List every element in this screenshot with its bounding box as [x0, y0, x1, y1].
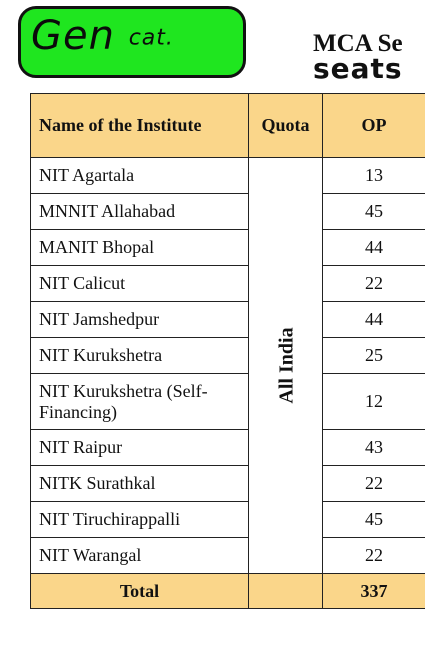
- op-seats: 45: [322, 501, 425, 538]
- institute-name: NIT Agartala: [30, 157, 249, 194]
- handwritten-seats-note: seats: [313, 52, 403, 85]
- table-row: MNNIT Allahabad 45: [30, 193, 425, 230]
- institute-name: MNNIT Allahabad: [30, 193, 249, 230]
- table-row: NIT Jamshedpur 44: [30, 301, 425, 338]
- total-op: 337: [322, 573, 425, 609]
- table-row: NIT Agartala All India 13: [30, 157, 425, 574]
- op-seats: 45: [322, 193, 425, 230]
- table-row: MANIT Bhopal 44: [30, 229, 425, 266]
- table-row: NIT Kurukshetra (Self-Financing) 12: [30, 373, 425, 430]
- institute-name: MANIT Bhopal: [30, 229, 249, 266]
- institute-name: NIT Tiruchirappalli: [30, 501, 249, 538]
- op-seats: 22: [322, 265, 425, 302]
- quota-label: All India: [275, 327, 298, 404]
- op-seats: 13: [322, 157, 425, 194]
- institute-name: NIT Jamshedpur: [30, 301, 249, 338]
- table-row: NIT Kurukshetra 25: [30, 337, 425, 374]
- op-seats: 44: [322, 301, 425, 338]
- table-header-row: Name of the Institute Quota OP: [30, 93, 425, 158]
- institute-name: NIT Kurukshetra: [30, 337, 249, 374]
- column-header-op: OP: [322, 93, 425, 158]
- institute-name: NITK Surathkal: [30, 465, 249, 502]
- op-seats: 22: [322, 465, 425, 502]
- annotation-text: Gen: [31, 13, 115, 59]
- op-seats: 12: [322, 373, 425, 430]
- total-quota-empty: [248, 573, 323, 609]
- op-seats: 25: [322, 337, 425, 374]
- op-seats: 22: [322, 537, 425, 574]
- institute-name: NIT Raipur: [30, 429, 249, 466]
- column-header-institute: Name of the Institute: [30, 93, 249, 158]
- table-row: NIT Warangal 22: [30, 537, 425, 574]
- handwritten-annotation-box: Gen cat.: [18, 6, 246, 78]
- op-seats: 44: [322, 229, 425, 266]
- document-title: MCA Se: [313, 30, 403, 57]
- table-row: NIT Raipur 43: [30, 429, 425, 466]
- institute-name: NIT Kurukshetra (Self-Financing): [30, 373, 249, 430]
- column-header-quota: Quota: [248, 93, 323, 158]
- annotation-subtext: cat.: [128, 25, 174, 51]
- table-row: NIT Tiruchirappalli 45: [30, 501, 425, 538]
- quota-cell: All India: [248, 157, 323, 574]
- institute-name: NIT Warangal: [30, 537, 249, 574]
- institute-name: NIT Calicut: [30, 265, 249, 302]
- op-seats: 43: [322, 429, 425, 466]
- table-row: NIT Calicut 22: [30, 265, 425, 302]
- total-label: Total: [30, 573, 249, 609]
- seat-table: Name of the Institute Quota OP NIT Agart…: [30, 93, 425, 609]
- handwritten-annotation: Gen cat.: [31, 13, 241, 59]
- total-row: Total 337: [30, 573, 425, 609]
- table-row: NITK Surathkal 22: [30, 465, 425, 502]
